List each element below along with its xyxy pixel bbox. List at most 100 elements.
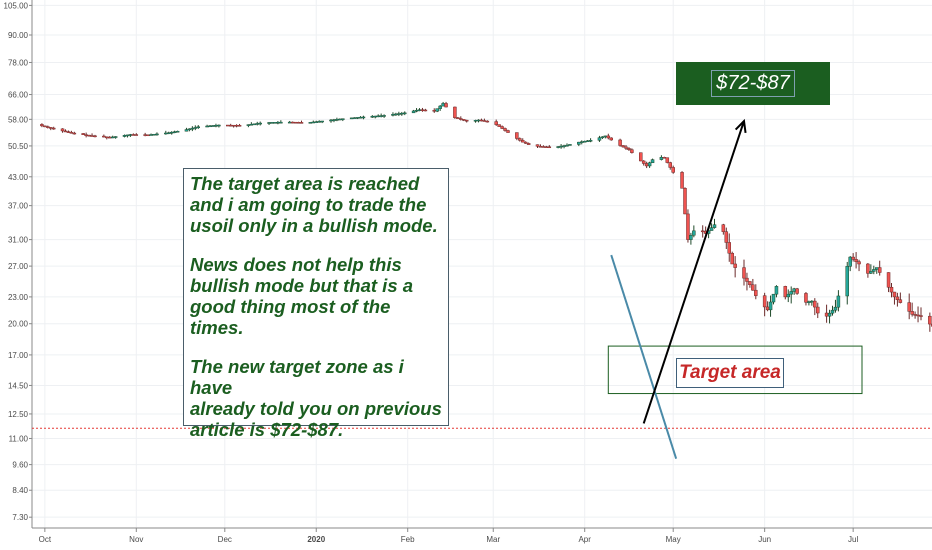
candle-body bbox=[417, 109, 422, 111]
x-tick-label: Nov bbox=[129, 535, 143, 544]
candle-body bbox=[432, 110, 436, 112]
candle-body bbox=[647, 162, 652, 167]
candle-body bbox=[105, 136, 109, 139]
candle-body bbox=[287, 121, 292, 124]
candle-body bbox=[164, 132, 168, 135]
candle-body bbox=[438, 105, 442, 109]
candle-body bbox=[226, 124, 230, 127]
candle-body bbox=[335, 119, 339, 121]
candle-body bbox=[588, 140, 593, 142]
candle-body bbox=[845, 266, 849, 297]
candle-body bbox=[724, 231, 729, 243]
candle-body bbox=[231, 124, 236, 127]
candle-body bbox=[51, 127, 56, 130]
candle-body bbox=[810, 300, 814, 303]
candle-body bbox=[456, 117, 460, 119]
candle-body bbox=[582, 140, 587, 143]
candle-body bbox=[580, 141, 584, 143]
candle-body bbox=[630, 149, 634, 153]
candle-body bbox=[149, 134, 153, 136]
x-tick-label: Jul bbox=[848, 535, 858, 544]
candle-body bbox=[193, 127, 198, 129]
candle-body bbox=[128, 134, 133, 136]
candle-body bbox=[341, 118, 345, 120]
candle-body bbox=[414, 110, 419, 112]
candle-body bbox=[338, 118, 342, 121]
candle-body bbox=[816, 306, 820, 314]
candle-body bbox=[521, 140, 525, 143]
candle-body bbox=[308, 122, 313, 124]
candle-body bbox=[66, 131, 71, 133]
candle-body bbox=[290, 121, 295, 124]
y-tick-label: 50.50 bbox=[8, 142, 29, 151]
candle-body bbox=[848, 256, 852, 267]
candle-body bbox=[190, 127, 195, 130]
candle-body bbox=[246, 124, 251, 126]
candle-body bbox=[680, 172, 684, 189]
x-tick-label: Dec bbox=[218, 535, 232, 544]
candle-body bbox=[273, 122, 277, 124]
candle-body bbox=[895, 296, 900, 300]
candle-body bbox=[81, 133, 85, 135]
candle-body bbox=[258, 122, 262, 125]
candle-body bbox=[464, 119, 469, 122]
time-axis: Oct Nov Dec 2020 Feb Mar Apr May Jun Jul bbox=[32, 527, 932, 544]
candle-body bbox=[485, 120, 490, 123]
note-line: article is $72-$87. bbox=[190, 419, 344, 440]
note-paragraph-1: The target area is reached and i am goin… bbox=[190, 173, 442, 236]
y-tick-label: 17.00 bbox=[8, 351, 29, 360]
candle-body bbox=[686, 213, 690, 240]
candle-body bbox=[444, 103, 448, 108]
candle-body bbox=[237, 125, 242, 127]
candle-body bbox=[441, 103, 445, 107]
candle-body bbox=[721, 224, 726, 232]
candle-body bbox=[751, 284, 755, 291]
candle-body bbox=[299, 122, 304, 124]
candle-body bbox=[494, 121, 498, 125]
y-tick-label: 23.00 bbox=[8, 293, 29, 302]
candle-body bbox=[538, 146, 543, 148]
candle-body bbox=[526, 143, 531, 145]
candle-body bbox=[627, 148, 631, 151]
candle-body bbox=[783, 286, 788, 298]
candle-body bbox=[394, 113, 398, 116]
candle-body bbox=[320, 120, 324, 123]
target-area-label: Target area bbox=[676, 358, 784, 388]
candle-body bbox=[46, 126, 50, 128]
candle-body bbox=[886, 272, 891, 288]
price-target-text: $72-$87 bbox=[711, 70, 795, 97]
candle-body bbox=[506, 130, 510, 133]
note-line: The target area is reached bbox=[190, 173, 420, 194]
candle-body bbox=[535, 144, 540, 147]
candle-body bbox=[875, 267, 879, 270]
candle-body bbox=[255, 123, 259, 125]
candle-body bbox=[40, 124, 44, 127]
candle-body bbox=[692, 230, 696, 236]
candle-body bbox=[217, 124, 221, 127]
candle-body bbox=[134, 134, 139, 136]
note-paragraph-3: The new target zone as i have already to… bbox=[190, 356, 442, 440]
target-area-text: Target area bbox=[679, 362, 781, 383]
candle-body bbox=[683, 188, 687, 215]
y-tick-label: 78.00 bbox=[8, 58, 29, 67]
candle-body bbox=[807, 301, 811, 303]
candle-body bbox=[214, 125, 218, 127]
candle-body bbox=[662, 157, 667, 159]
candle-body bbox=[228, 124, 233, 127]
candle-body bbox=[267, 122, 271, 124]
x-tick-label: Mar bbox=[486, 535, 500, 544]
candle-body bbox=[69, 132, 74, 134]
y-tick-label: 8.40 bbox=[12, 486, 28, 495]
candle-body bbox=[205, 125, 209, 128]
candle-body bbox=[559, 145, 563, 148]
candle-body bbox=[400, 112, 404, 115]
candle-body bbox=[748, 281, 752, 286]
candle-body bbox=[618, 139, 622, 146]
candle-body bbox=[317, 121, 321, 123]
candle-body bbox=[411, 110, 416, 114]
candle-body bbox=[90, 135, 94, 137]
candle-body bbox=[733, 263, 737, 268]
candle-body bbox=[329, 119, 333, 122]
candle-body bbox=[727, 242, 731, 254]
candle-body bbox=[568, 144, 572, 146]
